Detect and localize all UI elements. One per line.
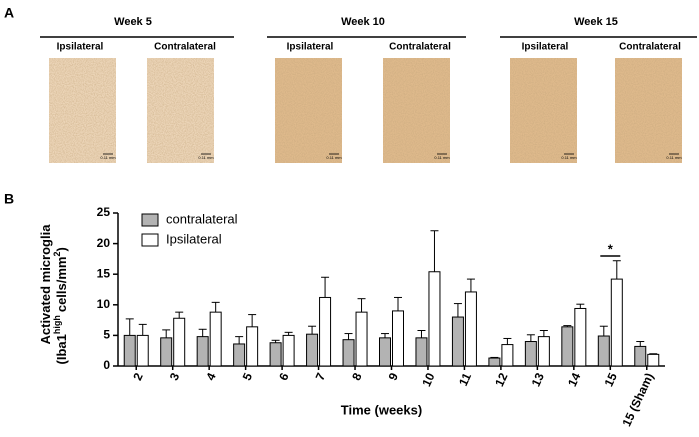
image-label: Contralateral (154, 42, 216, 53)
x-tick-label: 7 (313, 370, 329, 382)
bar (173, 317, 186, 367)
histology-texture (615, 58, 682, 163)
scale-label: 0.11 mm (326, 155, 342, 160)
image-label: Ipsilateral (522, 42, 569, 53)
bar (537, 336, 550, 367)
group-title: Week 5 (114, 16, 152, 28)
bar (196, 336, 209, 367)
x-tick-label: 5 (240, 370, 256, 382)
y-axis-label: Activated microglia(Iba1high cells/mm2) (38, 224, 69, 365)
y-label-part: cells/mm (54, 257, 69, 313)
histology-texture (275, 58, 342, 163)
y-tick-label: 5 (103, 328, 110, 342)
bar (597, 335, 610, 367)
histology-texture (510, 58, 577, 163)
bar (246, 326, 259, 367)
x-axis-label: Time (weeks) (341, 402, 422, 417)
y-tick-label: 10 (97, 297, 111, 311)
significance-star: * (608, 241, 614, 256)
x-tick-label: 3 (167, 370, 183, 382)
bar (355, 311, 368, 367)
scale-label: 0.11 mm (666, 155, 682, 160)
x-tick-label: 6 (276, 370, 292, 382)
x-tick-label: 15 (Sham) (619, 371, 656, 429)
bar (610, 278, 623, 367)
bar (282, 334, 295, 367)
bar (379, 337, 391, 367)
bar (415, 337, 428, 367)
y-label-sup: 2 (52, 251, 62, 256)
y-tick-label: 20 (97, 236, 111, 250)
x-tick-label: 2 (130, 370, 146, 382)
bar (233, 343, 246, 367)
bar (306, 333, 319, 367)
bar (501, 344, 514, 367)
x-tick-label: 13 (529, 370, 547, 388)
bar (160, 337, 173, 367)
group-title: Week 15 (574, 16, 618, 28)
x-tick-label: 8 (349, 370, 365, 382)
legend-swatch (141, 233, 159, 247)
scale-label: 0.11 mm (434, 155, 450, 160)
bar (392, 310, 404, 367)
image-label: Ipsilateral (287, 42, 334, 53)
x-tick-label: 11 (456, 370, 474, 388)
y-label-part: (Iba1 (54, 334, 69, 364)
histology-texture (49, 58, 116, 163)
panel-label: A (4, 5, 14, 21)
image-label: Contralateral (619, 42, 681, 53)
y-label-part: ) (54, 247, 69, 251)
bar (136, 334, 149, 367)
histology-texture (147, 58, 214, 163)
bar (428, 271, 441, 367)
scale-label: 0.11 mm (100, 155, 116, 160)
panel-label: B (4, 191, 14, 207)
bar (123, 334, 136, 367)
y-label-line: Activated microglia (38, 224, 53, 345)
x-tick-label: 10 (419, 370, 437, 388)
y-tick-label: 0 (103, 358, 110, 372)
bar (464, 291, 477, 367)
x-tick-label: 9 (386, 370, 402, 382)
bar (269, 342, 282, 367)
legend-swatch (141, 213, 159, 227)
x-tick-label: 12 (492, 370, 510, 388)
x-tick-label: 4 (203, 370, 219, 382)
bar (451, 316, 464, 367)
group-title: Week 10 (341, 16, 385, 28)
bar (319, 296, 332, 367)
x-tick-label: 14 (565, 370, 583, 388)
bar (647, 353, 660, 367)
bar (634, 345, 647, 367)
bar (342, 339, 355, 367)
bar (574, 307, 587, 367)
histology-texture (383, 58, 450, 163)
image-label: Ipsilateral (57, 42, 104, 53)
y-tick-label: 15 (97, 266, 111, 280)
bar (524, 341, 537, 367)
scale-label: 0.11 mm (561, 155, 577, 160)
legend-label: Ipsilateral (166, 231, 222, 246)
bar (561, 326, 574, 367)
bar (209, 311, 222, 367)
x-tick-label: 15 (602, 370, 620, 388)
image-label: Contralateral (389, 42, 451, 53)
legend-label: contralateral (166, 211, 238, 226)
y-label-sup: high (52, 315, 62, 334)
scale-label: 0.11 mm (198, 155, 214, 160)
y-tick-label: 25 (97, 205, 111, 219)
bar (488, 357, 501, 367)
